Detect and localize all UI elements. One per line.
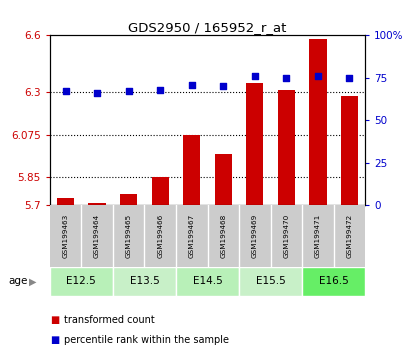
Point (94, 90, 100, 96)
Bar (57, 198, 74, 205)
Bar (341, 96, 358, 205)
Text: E13.5: E13.5 (129, 276, 159, 286)
Bar (215, 154, 232, 205)
Bar (113, 267, 176, 296)
Text: GSM199465: GSM199465 (126, 214, 132, 258)
Bar (278, 90, 295, 205)
Text: GSM199468: GSM199468 (220, 214, 226, 258)
Point (346, 75, 353, 81)
Text: percentile rank within the sample: percentile rank within the sample (64, 335, 229, 345)
Text: E12.5: E12.5 (66, 276, 96, 286)
Bar (239, 267, 302, 296)
Bar (183, 135, 200, 205)
Title: GDS2950 / 165952_r_at: GDS2950 / 165952_r_at (128, 21, 287, 34)
Text: E16.5: E16.5 (319, 276, 349, 286)
Text: transformed count: transformed count (64, 315, 155, 325)
Bar (120, 194, 137, 205)
Point (283, 75, 290, 81)
Point (188, 82, 195, 87)
Text: GSM199472: GSM199472 (347, 214, 352, 258)
Text: age: age (8, 276, 28, 286)
Text: GSM199471: GSM199471 (315, 214, 321, 258)
Bar (50, 267, 113, 296)
Point (251, 73, 258, 79)
Text: ■: ■ (50, 335, 59, 345)
Bar (176, 267, 239, 296)
Bar (309, 39, 327, 205)
Bar (88, 204, 106, 205)
Text: GSM199464: GSM199464 (94, 214, 100, 258)
Text: GSM199463: GSM199463 (63, 214, 68, 258)
Point (157, 87, 164, 93)
Text: GSM199470: GSM199470 (283, 214, 289, 258)
Text: GSM199469: GSM199469 (252, 214, 258, 258)
Text: GSM199467: GSM199467 (189, 214, 195, 258)
Point (125, 88, 132, 94)
Bar (302, 267, 365, 296)
Bar (246, 82, 264, 205)
Bar (151, 177, 169, 205)
Point (62, 88, 69, 94)
Text: ■: ■ (50, 315, 59, 325)
Text: ▶: ▶ (29, 276, 37, 286)
Text: E14.5: E14.5 (193, 276, 222, 286)
Point (315, 73, 321, 79)
Point (220, 84, 227, 89)
Text: GSM199466: GSM199466 (157, 214, 163, 258)
Text: E15.5: E15.5 (256, 276, 286, 286)
